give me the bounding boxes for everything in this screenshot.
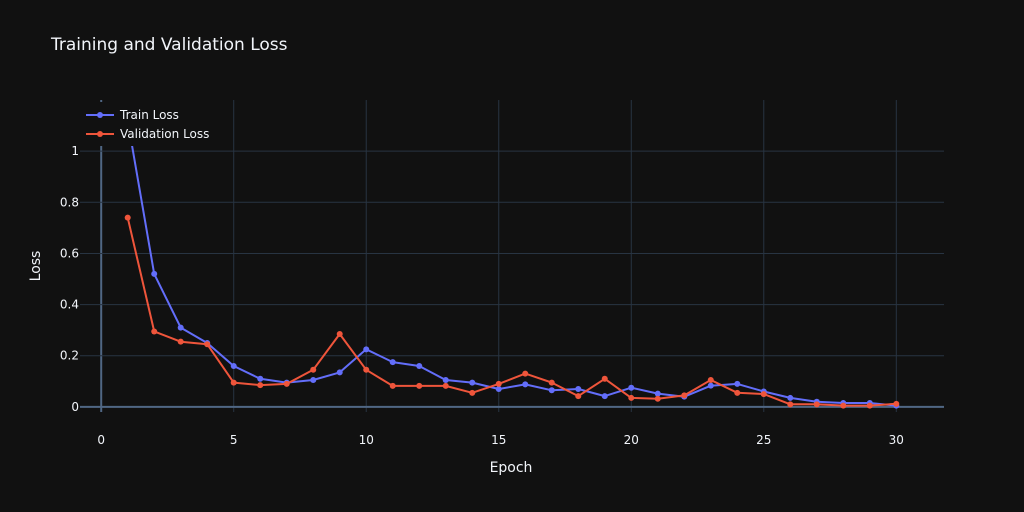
data-point-validation (681, 392, 688, 399)
x-axis-title: Epoch (490, 460, 533, 476)
data-point-train (230, 362, 237, 369)
legend-label-train: Train Loss (119, 108, 179, 122)
data-point-validation (204, 341, 211, 348)
data-point-validation (495, 380, 502, 387)
data-point-validation (548, 379, 555, 386)
series-line-validation (126, 217, 897, 407)
data-point-validation (575, 393, 582, 400)
y-tick-label: 0.8 (60, 195, 79, 209)
data-point-validation (601, 375, 608, 382)
series-line-train (126, 120, 897, 407)
data-point-validation (310, 366, 317, 373)
grid (80, 100, 944, 412)
x-axis-ticks: 0 5 10 15 20 25 30 (97, 433, 904, 447)
y-axis-title: Loss (28, 251, 44, 282)
y-tick-label: 0 (71, 400, 79, 414)
data-point-validation (469, 389, 476, 396)
data-point-validation (151, 328, 158, 335)
x-tick-label: 0 (97, 433, 105, 447)
data-point-train (734, 380, 741, 387)
data-point-validation (257, 382, 264, 389)
data-point-train (495, 385, 502, 392)
x-tick-label: 5 (230, 433, 238, 447)
data-point-validation (787, 401, 794, 408)
data-point-train (389, 359, 396, 366)
data-point-validation (283, 380, 290, 387)
data-point-train (310, 377, 317, 384)
x-tick-label: 30 (889, 433, 904, 447)
legend-background (80, 102, 215, 146)
data-point-train (416, 362, 423, 369)
y-tick-label: 0.2 (60, 349, 79, 363)
series (124, 117, 900, 409)
chart-title: Training and Validation Loss (50, 35, 288, 55)
data-point-validation (416, 382, 423, 389)
data-point-validation (336, 331, 343, 337)
legend-label-validation: Validation Loss (120, 127, 209, 141)
data-point-train (469, 379, 476, 386)
data-point-validation (389, 382, 396, 389)
data-point-train (707, 382, 714, 389)
data-point-validation (813, 401, 820, 408)
data-point-train (575, 385, 582, 392)
x-tick-label: 25 (756, 433, 771, 447)
data-point-validation (230, 379, 237, 386)
legend-marker-validation (97, 131, 103, 137)
legend: Train Loss Validation Loss (80, 102, 215, 146)
data-point-validation (177, 338, 184, 345)
data-point-validation (363, 366, 370, 373)
data-point-train (628, 384, 635, 391)
data-point-train (548, 387, 555, 394)
y-tick-label: 1 (71, 144, 79, 158)
data-point-train (177, 324, 184, 331)
y-axis-ticks: 0 0.2 0.4 0.6 0.8 1 (60, 144, 79, 414)
data-point-validation (522, 370, 529, 377)
data-point-validation (760, 391, 767, 398)
y-tick-label: 0.6 (60, 246, 79, 260)
data-point-validation (734, 389, 741, 396)
data-point-train (442, 377, 449, 384)
x-tick-label: 10 (359, 433, 374, 447)
y-tick-label: 0.4 (60, 298, 79, 312)
x-tick-label: 15 (491, 433, 506, 447)
data-point-validation (893, 400, 900, 407)
x-tick-label: 20 (624, 433, 639, 447)
legend-marker-train (97, 112, 103, 118)
data-point-train (257, 375, 264, 382)
data-point-validation (442, 382, 449, 389)
data-point-validation (654, 395, 661, 402)
data-point-train (787, 394, 794, 401)
data-point-validation (866, 402, 873, 409)
data-point-train (151, 270, 158, 277)
data-point-validation (840, 402, 847, 409)
data-point-train (363, 346, 370, 353)
data-point-validation (124, 214, 131, 221)
data-point-validation (707, 377, 714, 384)
data-point-train (601, 393, 608, 400)
data-point-train (654, 390, 661, 397)
data-point-train (336, 369, 343, 376)
data-point-train (522, 381, 529, 388)
data-point-validation (628, 394, 635, 401)
